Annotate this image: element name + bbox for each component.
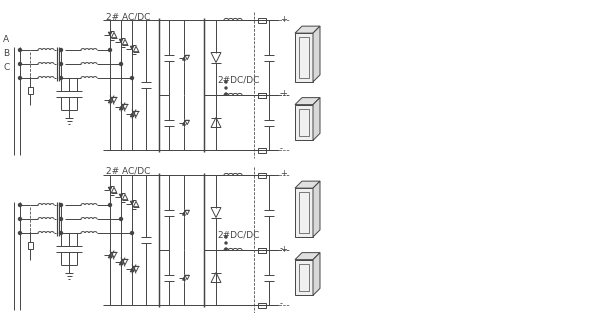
Polygon shape [295,98,320,105]
Circle shape [19,49,22,52]
Text: 2# AC/DC: 2# AC/DC [106,167,150,176]
Bar [258,93,266,98]
Circle shape [225,87,227,89]
Bar [258,248,266,253]
Circle shape [19,218,22,220]
Text: -: - [280,300,283,309]
Bar [299,109,309,136]
Circle shape [131,232,134,234]
Bar [258,172,266,177]
Circle shape [131,76,134,80]
Bar [258,248,266,253]
Bar [27,242,33,249]
Bar [258,18,266,23]
Bar [299,264,309,291]
Circle shape [59,49,62,52]
Circle shape [225,93,227,95]
Text: A: A [3,35,9,44]
Bar [27,86,33,94]
Polygon shape [313,26,320,82]
Circle shape [108,49,111,52]
Circle shape [59,232,62,234]
Bar [299,192,309,233]
Text: -: - [280,90,283,99]
Text: 2#DC/DC: 2#DC/DC [218,75,260,85]
Text: +: + [280,90,287,99]
Circle shape [19,63,22,65]
Text: +: + [280,244,287,254]
Circle shape [225,248,227,250]
Circle shape [108,203,111,207]
Text: 2#DC/DC: 2#DC/DC [218,230,260,239]
Bar [295,188,313,237]
Bar [295,33,313,82]
Bar [258,147,266,152]
Polygon shape [295,253,320,259]
Circle shape [120,63,122,65]
Text: 2# AC/DC: 2# AC/DC [106,12,150,21]
Text: B: B [3,49,9,59]
Circle shape [59,63,62,65]
Bar [258,302,266,307]
Bar [295,105,313,140]
Circle shape [59,218,62,220]
Circle shape [225,236,227,238]
Circle shape [59,76,62,80]
Bar [299,37,309,78]
Circle shape [19,232,22,234]
Text: -: - [280,244,283,254]
Circle shape [225,81,227,83]
Text: C: C [3,64,9,73]
Polygon shape [313,253,320,295]
Circle shape [59,203,62,207]
Polygon shape [313,98,320,140]
Circle shape [225,242,227,244]
Polygon shape [313,181,320,237]
Bar [295,259,313,295]
Polygon shape [295,26,320,33]
Circle shape [19,203,22,207]
Text: +: + [280,14,287,23]
Text: +: + [280,170,287,178]
Circle shape [19,76,22,80]
Circle shape [120,218,122,220]
Bar [258,93,266,98]
Text: -: - [280,145,283,153]
Polygon shape [295,181,320,188]
